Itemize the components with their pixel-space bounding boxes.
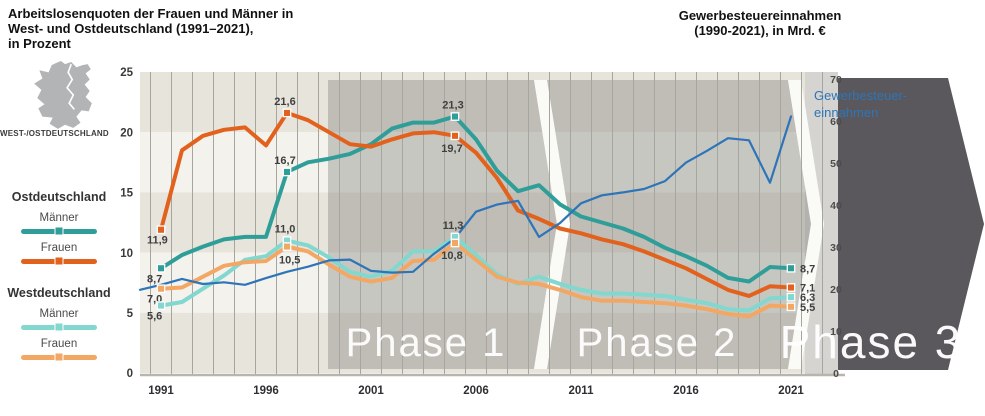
right-axis-tick: 20 [830,284,842,296]
data-point-marker-ost_maenner [282,167,292,177]
phase-1-region [328,80,557,369]
x-axis-tick: 2016 [673,385,699,397]
legend-label-west-frauen: Frauen [40,338,78,350]
value-label-west_maenner: 11,3 [443,220,464,232]
chart-title-left: Arbeitslosenquoten der Frauen und Männer… [8,6,294,51]
value-label-ost_frauen: 7,1 [800,283,815,295]
series-line-ost_maenner [159,114,793,284]
left-axis-tick: 10 [120,248,133,260]
value-label-ost_maenner: 8,7 [800,263,815,275]
legend-heading-westdeutschland: Westdeutschland [7,286,111,300]
left-axis-tick: 25 [120,67,133,79]
data-point-marker-west_maenner [156,301,166,310]
value-label-ost_maenner: 16,7 [274,155,295,167]
legend-label-west-maenner: Männer [39,308,79,320]
value-label-west_maenner: 6,3 [800,292,815,304]
value-label-ost_frauen: 11,9 [147,235,168,247]
right-axis-tick: 30 [830,242,842,254]
x-axis-tick: 1991 [148,385,174,397]
series-line-west_frauen [159,241,793,319]
plot-stripe [140,132,805,193]
x-axis-tick: 2011 [569,385,595,397]
phase-separator-chevron [788,80,824,369]
value-label-ost_maenner: 8,7 [147,273,162,285]
data-point-marker-west_maenner [786,292,796,302]
legend-swatch-ost-maenner [21,226,97,236]
data-point-marker-ost_frauen [786,283,796,292]
data-point-marker-ost_maenner [786,263,796,273]
plot-stripe [140,192,805,253]
legend-label-ost-maenner: Männer [39,212,79,224]
data-point-marker-ost_frauen [156,225,166,235]
germany-map-icon [34,61,92,129]
right-axis-tick: 10 [830,326,842,338]
x-axis-tick: 2021 [778,385,804,397]
right-axis-tick: 0 [833,368,839,380]
right-axis-tick: 40 [830,200,842,212]
gewerbesteuer-line-label: einnahmen [814,105,878,120]
x-axis-tick: 1996 [253,385,279,397]
value-label-ost_frauen: 21,6 [274,96,295,108]
right-axis-tick: 50 [830,158,842,170]
chart-title-right: Gewerbesteuereinnahmen (1990-2021), in M… [678,8,842,38]
data-point-marker-west_frauen [786,302,796,312]
value-label-ost_frauen: 19,7 [441,143,462,155]
plot-stripe [140,312,805,373]
data-point-marker-west_frauen [450,238,460,248]
left-axis-tick: 5 [127,308,134,320]
phase-separator-chevron [534,80,570,369]
series-line-gewerbesteuer [138,115,793,291]
left-axis-tick: 0 [127,368,133,380]
left-axis-tick: 20 [120,127,133,139]
right-axis-tick: 70 [830,74,842,86]
germany-map [24,60,102,132]
east-west-border-line [66,63,75,110]
legend-swatch-west-frauen [21,352,97,362]
value-label-west_frauen: 10,8 [441,250,462,262]
legend: Ostdeutschland Männer Frauen Westdeutsch… [0,190,118,362]
series-line-west_maenner [159,234,793,313]
plot-stripe [140,72,805,133]
legend-heading-ostdeutschland: Ostdeutschland [11,190,107,204]
legend-label-ost-frauen: Frauen [40,242,78,254]
legend-swatch-west-maenner [21,322,97,332]
phase-label: Phase 3 [780,316,963,368]
germany-silhouette [34,61,92,129]
x-axis-tick: 2006 [463,385,489,397]
phase-3-arrow [838,78,984,370]
data-point-marker-west_frauen [156,284,166,294]
right-axis-tick: 60 [830,116,842,128]
value-label-west_maenner: 11,0 [275,224,296,236]
left-axis-tick: 15 [120,188,133,200]
phase-label: Phase 1 [346,321,507,365]
legend-swatch-ost-frauen [21,256,97,266]
data-point-marker-ost_frauen [450,131,460,141]
x-axis-tick: 2001 [358,385,384,397]
map-caption: WEST-/OSTDEUTSCHLAND [0,129,109,138]
value-label-ost_maenner: 21,3 [442,100,463,112]
gewerbesteuer-line-label: Gewerbesteuer- [814,88,907,103]
series-line-ost_frauen [159,110,793,298]
data-point-marker-west_frauen [282,242,292,251]
data-point-marker-ost_maenner [156,263,166,273]
value-label-west_frauen: 10,5 [279,255,300,267]
phase-label: Phase 2 [577,321,738,365]
value-label-west_frauen: 5,5 [800,302,815,314]
data-point-marker-ost_maenner [450,112,460,121]
data-point-marker-ost_frauen [282,108,292,118]
value-label-west_maenner: 5,6 [147,311,162,323]
